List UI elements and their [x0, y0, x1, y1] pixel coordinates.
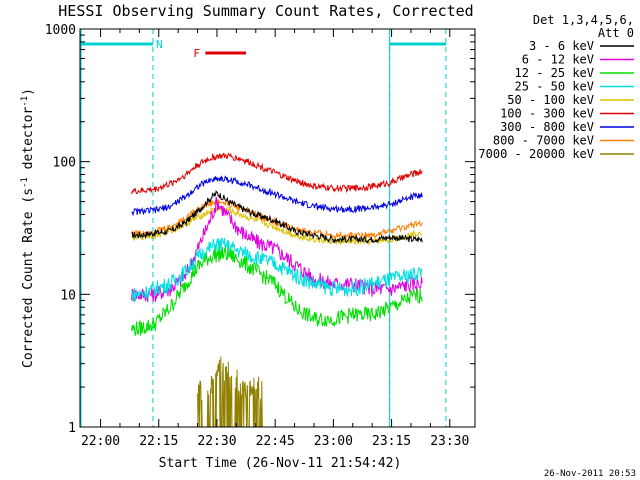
y-axis-label-sup2: -1 — [20, 96, 30, 107]
legend-entry-label: 25 - 50 keV — [515, 80, 594, 94]
legend-entry-label: 50 - 100 keV — [507, 93, 594, 107]
legend-entry-label: 100 - 300 keV — [500, 107, 594, 121]
flare-marker: F — [193, 47, 247, 60]
legend-header-2: Att 0 — [598, 26, 634, 40]
legend-header-1: Det 1,3,4,5,6, — [533, 13, 634, 27]
y-tick-label: 100 — [53, 156, 76, 171]
series-line-0 — [131, 189, 423, 244]
y-tick-label: 10 — [60, 288, 76, 303]
legend-entry-label: 12 - 25 keV — [515, 66, 594, 80]
y-axis-label-mid: detector — [21, 107, 36, 178]
y-tick-label: 1000 — [45, 23, 76, 38]
legend-entry-label: 7000 - 20000 keV — [478, 147, 594, 161]
x-tick-label: 23:15 — [372, 434, 411, 449]
x-tick-label: 22:30 — [197, 434, 236, 449]
y-axis-ticks: 1 10 100 1000 — [45, 23, 475, 436]
x-tick-label: 22:45 — [256, 434, 295, 449]
y-axis-label-end: ) — [21, 88, 36, 96]
series-line-2 — [131, 246, 423, 336]
series-line-3 — [131, 236, 423, 302]
plot-frame — [79, 28, 476, 428]
y-axis-label-main: Corrected Count Rate (s — [21, 188, 36, 368]
series-lines — [131, 152, 423, 428]
x-axis-ticks: 22:00 22:15 22:30 22:45 23:00 23:15 23:30 — [81, 29, 469, 449]
x-tick-label: 22:00 — [81, 434, 120, 449]
legend-entry-label: 800 - 7000 keV — [493, 134, 594, 148]
chart-title: HESSI Observing Summary Count Rates, Cor… — [58, 2, 473, 20]
x-tick-label: 23:30 — [430, 434, 469, 449]
legend-entry-label: 6 - 12 keV — [522, 53, 594, 67]
x-tick-label: 22:15 — [139, 434, 178, 449]
x-tick-label: 23:00 — [314, 434, 353, 449]
flare-label: F — [193, 47, 200, 60]
y-tick-label: 1 — [68, 421, 76, 436]
series-line-5 — [131, 152, 423, 195]
x-axis-label: Start Time (26-Nov-11 21:54:42) — [159, 456, 402, 471]
night-markers: N — [80, 29, 447, 427]
y-axis-label-sup1: -1 — [20, 177, 30, 188]
legend-entry-label: 3 - 6 keV — [529, 39, 594, 53]
y-axis-label: Corrected Count Rate (s-1 detector-1) — [20, 88, 36, 368]
series-line-6 — [131, 175, 423, 217]
series-line-4 — [131, 206, 423, 247]
legend-entry-label: 300 - 800 keV — [500, 120, 594, 134]
footer-timestamp: 26-Nov-2011 20:53 — [544, 469, 636, 479]
night-label: N — [156, 38, 163, 51]
